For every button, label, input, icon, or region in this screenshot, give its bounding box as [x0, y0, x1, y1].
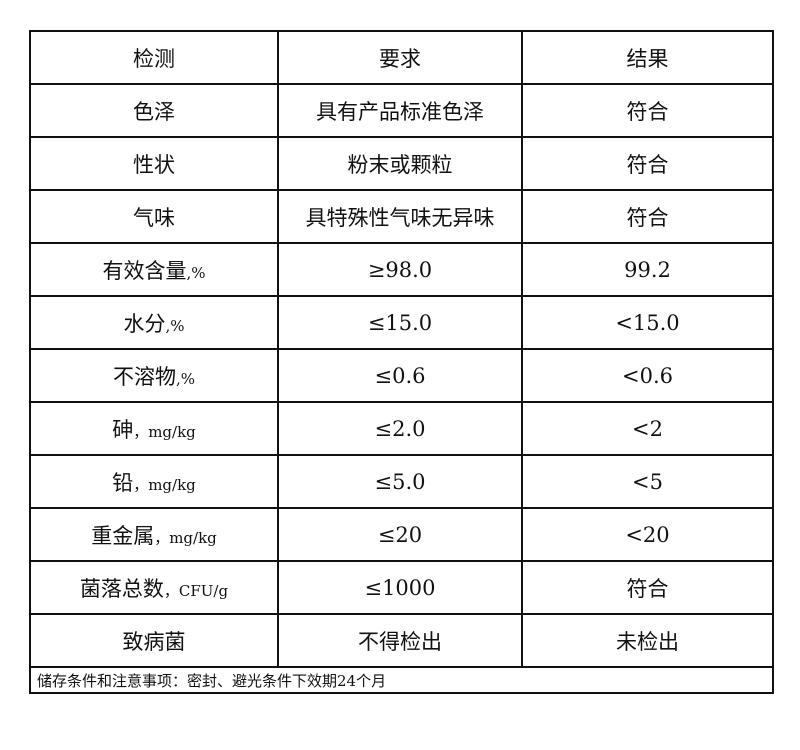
item-unit: ，CFU/g: [163, 581, 229, 600]
item-name: 铅: [112, 470, 134, 495]
table-row: 砷，mg/kg ≤2.0 <2: [29, 401, 774, 456]
table-row: 重金属，mg/kg ≤20 <20: [29, 507, 774, 562]
table-row: 不溶物,% ≤0.6 <0.6: [29, 348, 774, 403]
header-cell: 结果: [521, 30, 774, 85]
item-name: 性状: [133, 152, 175, 177]
requirement-cell: 粉末或颗粒: [277, 136, 523, 191]
requirement-cell: ≤1000: [277, 560, 523, 615]
result-cell: 99.2: [521, 242, 774, 297]
header-cell: 检测: [29, 30, 279, 85]
result-cell: <15.0: [521, 295, 774, 350]
requirement-cell: ≤5.0: [277, 454, 523, 509]
item-cell: 水分,%: [29, 295, 279, 350]
header-cell: 要求: [277, 30, 523, 85]
item-cell: 重金属，mg/kg: [29, 507, 279, 562]
result-cell: <5: [521, 454, 774, 509]
item-name: 不溶物: [112, 364, 176, 389]
table-row: 气味 具特殊性气味无异味 符合: [29, 189, 774, 244]
item-cell: 不溶物,%: [29, 348, 279, 403]
result-cell: <20: [521, 507, 774, 562]
table-row: 有效含量,% ≥98.0 99.2: [29, 242, 774, 297]
result-cell: 符合: [521, 136, 774, 191]
inspection-table: 检测 要求 结果 色泽 具有产品标准色泽 符合 性状 粉末或颗粒 符合 气味 具特殊性气味无异…: [29, 30, 774, 694]
item-unit: ,%: [175, 369, 196, 388]
result-cell: <2: [521, 401, 774, 456]
item-cell: 有效含量,%: [29, 242, 279, 297]
item-cell: 菌落总数，CFU/g: [29, 560, 279, 615]
result-cell: 符合: [521, 560, 774, 615]
requirement-cell: ≤20: [277, 507, 523, 562]
requirement-cell: ≤15.0: [277, 295, 523, 350]
item-name: 砷: [112, 417, 134, 442]
item-unit: ，mg/kg: [154, 528, 217, 547]
item-name: 致病菌: [122, 629, 186, 654]
item-unit: ,%: [186, 263, 206, 282]
table-row: 铅，mg/kg ≤5.0 <5: [29, 454, 774, 509]
item-name: 重金属: [91, 523, 155, 548]
requirement-cell: 具特殊性气味无异味: [277, 189, 523, 244]
table-row: 菌落总数，CFU/g ≤1000 符合: [29, 560, 774, 615]
item-cell: 砷，mg/kg: [29, 401, 279, 456]
requirement-cell: 具有产品标准色泽: [277, 83, 523, 138]
table-row: 水分,% ≤15.0 <15.0: [29, 295, 774, 350]
result-cell: 未检出: [521, 613, 774, 668]
item-name: 菌落总数: [79, 576, 164, 601]
result-cell: 符合: [521, 83, 774, 138]
item-name: 色泽: [133, 99, 175, 124]
table-row: 性状 粉末或颗粒 符合: [29, 136, 774, 191]
table-row: 色泽 具有产品标准色泽 符合: [29, 83, 774, 138]
item-name: 水分: [123, 311, 166, 336]
requirement-cell: 不得检出: [277, 613, 523, 668]
footer-row: 储存条件和注意事项：密封、避光条件下效期24个月: [29, 666, 774, 694]
item-name: 有效含量: [102, 258, 187, 283]
storage-note: 储存条件和注意事项：密封、避光条件下效期24个月: [29, 666, 774, 694]
item-unit: ,%: [165, 316, 185, 335]
table-header-row: 检测 要求 结果: [29, 30, 774, 85]
result-cell: <0.6: [521, 348, 774, 403]
item-cell: 铅，mg/kg: [29, 454, 279, 509]
item-cell: 色泽: [29, 83, 279, 138]
item-cell: 致病菌: [29, 613, 279, 668]
table-row: 致病菌 不得检出 未检出: [29, 613, 774, 668]
item-unit: ，mg/kg: [133, 422, 196, 441]
item-unit: ，mg/kg: [133, 475, 196, 494]
requirement-cell: ≤2.0: [277, 401, 523, 456]
item-name: 气味: [133, 205, 175, 230]
requirement-cell: ≥98.0: [277, 242, 523, 297]
requirement-cell: ≤0.6: [277, 348, 523, 403]
result-cell: 符合: [521, 189, 774, 244]
item-cell: 气味: [29, 189, 279, 244]
item-cell: 性状: [29, 136, 279, 191]
